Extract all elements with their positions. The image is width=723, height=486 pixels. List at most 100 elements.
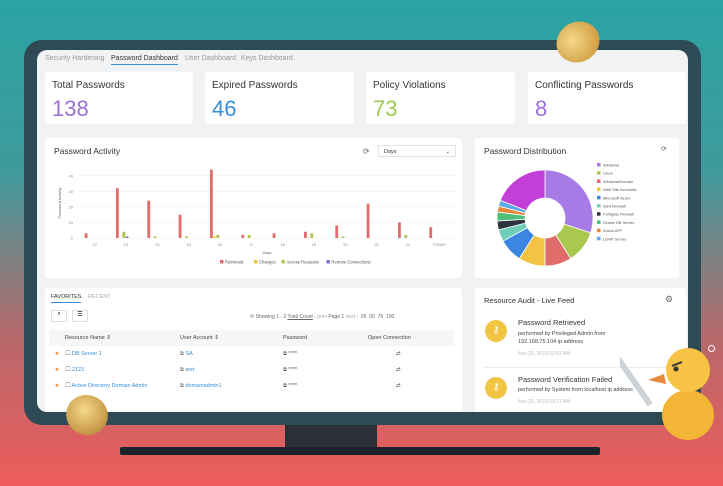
total-count-link[interactable]: Total Count [287,314,313,320]
x-tick-label: 19 [312,242,317,247]
page-size-50[interactable]: 50 [369,314,375,320]
stat-card-conflicting[interactable]: Conflicting Passwords 8 [528,72,686,124]
bar-access-requests [122,231,126,238]
bar-access-requests [216,234,220,238]
refresh-icon[interactable]: ⟳ [250,314,255,320]
legend-label: Microsoft Azure [603,195,631,200]
page-size-75[interactable]: 75 [377,314,384,320]
table-row: ★ 🖵 Active Directory Domain Admin ⧉ domain… [49,378,454,394]
column-user-account[interactable]: User Account [180,335,213,341]
x-tick-label: 17 [249,242,254,247]
tab-password-dashboard[interactable]: Password Dashboard [111,55,178,65]
bar-access-requests [153,236,157,238]
legend-swatch [597,204,601,208]
copy-icon[interactable]: ⧉ [283,366,287,373]
bar-retrievals [366,203,370,238]
feed-desc: performed by Privileged Admin from 192.1… [518,331,606,345]
favorite-star-icon[interactable]: ★ [54,367,60,373]
stat-card-violations[interactable]: Policy Violations 73 [366,72,515,124]
feed-time: Nov 23, 2023 03:57 AM [518,351,571,357]
copy-icon[interactable]: ⧉ [283,382,287,389]
bar-retrievals [84,233,88,238]
resource-link[interactable]: DB Server 1 [71,350,102,357]
next-button[interactable]: next › [345,314,359,320]
legend-label: Retrievals [225,260,244,265]
legend-swatch [220,260,224,264]
favorite-star-icon[interactable]: ★ [54,383,60,389]
donut-slice [544,169,594,234]
stat-card-total[interactable]: Total Passwords 138 [45,72,193,124]
bar-retrievals [178,214,182,238]
panel-title: Password Distribution [484,146,567,156]
range-select[interactable]: Days ⌄ [378,145,456,157]
tab-keys-dashboard[interactable]: Keys Dashboard [241,55,293,62]
y-tick-label: 40 [69,173,74,178]
refresh-icon[interactable]: ⟳ [661,146,667,153]
x-tick-label: 13 [124,242,129,247]
tab-security-hardening[interactable]: Security Hardening [45,55,105,62]
open-connection-icon[interactable]: ⇄ [396,351,401,357]
copy-icon[interactable]: ⧉ [180,366,184,373]
page-size-100[interactable]: 100 [385,314,395,320]
x-tick-label: 18 [280,242,285,247]
legend-label: Windows [603,163,619,168]
bar-retrievals [210,169,213,238]
feed-time: Nov 23, 2023 03:27 AM [518,399,571,405]
bar-access-requests [310,233,314,238]
feed-item: ⚷ Password Verification Failed performed… [483,375,673,412]
open-connection-icon[interactable]: ⇄ [396,383,401,389]
legend-swatch [597,163,601,167]
stat-card-expired[interactable]: Expired Passwords 46 [205,72,354,124]
bar-retrievals [304,231,307,238]
feed-desc: performed by System from localhost ip ad… [518,387,633,393]
page-label: Page 1 [328,314,345,320]
column-password: Password [283,335,308,341]
columns-button[interactable]: ☰ [72,310,88,322]
page-size-25[interactable]: 25 [360,314,367,320]
account-link[interactable]: domainadmin1 [185,382,222,389]
bar-retrievals [272,233,276,238]
column-resource-name[interactable]: Resource Name [65,335,105,341]
legend-label: Access Requests [286,260,318,265]
account-link[interactable]: SA [185,350,193,357]
stat-label: Total Passwords [52,80,125,91]
copy-icon[interactable]: ⧉ [180,382,184,389]
panel-title: Resource Audit - Live Feed [484,296,575,305]
open-connection-icon[interactable]: ⇄ [396,367,401,373]
x-tick-label: 15 [186,242,191,247]
stat-label: Expired Passwords [212,80,298,91]
legend-label: Aruba ATP [603,228,622,233]
x-tick-label: 20 [343,242,348,247]
resource-link[interactable]: 2123 [71,366,85,373]
tab-favorites[interactable]: FAVORITES [51,294,82,303]
legend-swatch [597,179,601,183]
dashboard-screen: Security Hardening Password Dashboard Us… [37,50,688,412]
bar-retrievals [335,225,339,238]
bar-access-requests [341,236,345,238]
password-mask: **** [288,382,298,389]
password-mask: **** [288,350,298,357]
copy-icon[interactable]: ⧉ [283,350,287,357]
x-tick-label: 14 [155,242,160,247]
refresh-icon[interactable]: ⟳ [363,147,370,156]
bar-access-requests [185,236,188,238]
panel-title: Password Activity [54,146,121,156]
search-button[interactable]: ⌕ [51,310,67,322]
gear-icon[interactable]: ⚙ [665,294,674,304]
tab-recent[interactable]: RECENT [88,294,111,300]
feed-title: Password Retrieved [518,318,586,327]
account-link[interactable]: test [185,366,195,373]
resource-link[interactable]: Active Directory Domain Admin [71,382,148,389]
copy-icon[interactable]: ⧉ [180,350,184,357]
y-tick-label: 10 [69,220,74,225]
bar-retrievals [241,234,245,238]
x-tick-label: 21 [374,242,379,247]
prev-button[interactable]: ‹ prev [314,314,327,320]
legend-swatch [597,195,601,200]
favorite-star-icon[interactable]: ★ [54,351,60,357]
stat-value: 138 [52,96,89,121]
password-activity-panel: Password Activity ⟳ Days ⌄ 0 10 20 30 40 Passw… [45,138,462,278]
tab-user-dashboard[interactable]: User Dashboard [185,55,236,62]
bar-remote-connections [125,236,129,238]
monitor-stand [285,425,377,449]
